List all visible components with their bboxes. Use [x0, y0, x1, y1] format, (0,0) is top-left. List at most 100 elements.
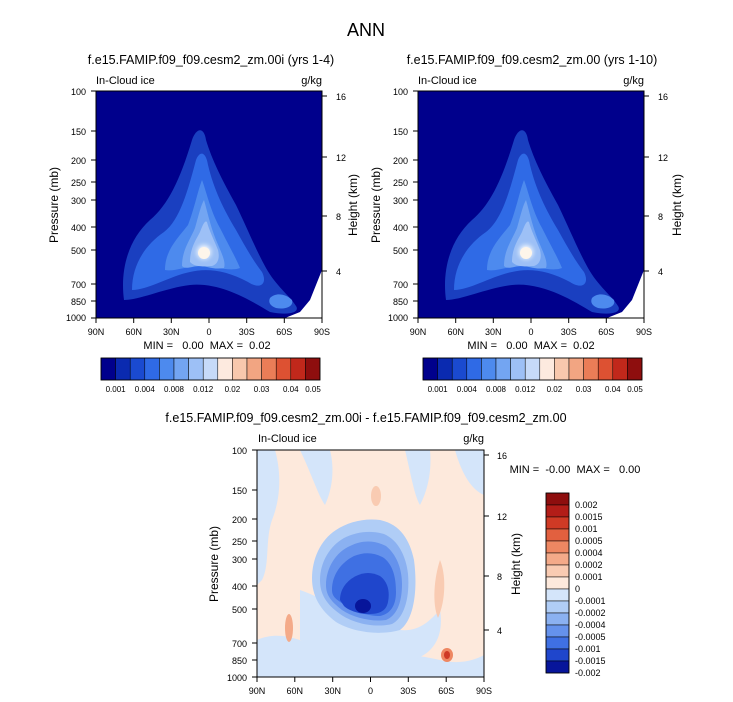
pressure-tick: 100: [71, 87, 86, 97]
panel-right-ylabel: Pressure (mb): [369, 167, 383, 243]
colorbar-label: 0.02: [225, 385, 241, 394]
colorbar-swatch: [545, 588, 570, 602]
colorbar-swatch: [539, 357, 555, 381]
height-tick: 4: [658, 267, 663, 277]
pressure-tick: 400: [232, 582, 247, 592]
lat-tick: 60N: [287, 686, 304, 696]
colorbar-label: 0.03: [576, 385, 592, 394]
colorbar-left-swatches: [100, 357, 321, 381]
panel-diff: f.e15.FAMIP.f09_f09.cesm2_zm.00i - f.e15…: [165, 411, 640, 696]
lat-tick: 30N: [324, 686, 341, 696]
colorbar-swatch: [554, 357, 570, 381]
colorbar-label: 0: [575, 584, 580, 594]
panel-diff-ylabel: Pressure (mb): [207, 526, 221, 602]
pressure-tick: 700: [71, 280, 86, 290]
colorbar-swatch: [451, 357, 468, 381]
colorbar-label: 0.04: [283, 385, 299, 394]
colorbar-swatch: [510, 357, 526, 381]
pressure-tick: 150: [393, 127, 408, 137]
colorbar-diff: 0.002 0.0015 0.001 0.0005 0.0004 0.0002 0.0001…: [545, 492, 606, 678]
lat-tick: 0: [528, 327, 533, 337]
colorbar-label: -0.0005: [575, 632, 606, 642]
pressure-tick: 100: [393, 87, 408, 97]
colorbar-label: -0.0001: [575, 596, 606, 606]
pressure-tick: 200: [232, 515, 247, 525]
lat-tick: 90S: [314, 327, 330, 337]
panel-right-lat-ticks: 90N 60N 30N 0 30S 60S 90S: [410, 327, 652, 337]
colorbar-label: -0.0002: [575, 608, 606, 618]
panel-diff-stats: MIN = -0.00 MAX = 0.00: [510, 464, 641, 476]
colorbar-swatch: [545, 504, 570, 518]
pressure-tick: 300: [393, 196, 408, 206]
panel-right-y2label: Height (km): [670, 174, 684, 236]
height-tick: 8: [658, 212, 663, 222]
colorbar-swatch: [597, 357, 614, 381]
panel-diff-units: g/kg: [463, 433, 484, 445]
colorbar-swatch: [545, 648, 570, 662]
colorbar-swatch: [545, 576, 570, 590]
colorbar-swatch: [188, 357, 204, 381]
colorbar-swatch: [545, 600, 570, 614]
colorbar-diff-swatches: [545, 492, 570, 674]
lat-tick: 60S: [438, 686, 454, 696]
colorbar-right-swatches: [422, 357, 643, 381]
pressure-tick: 200: [71, 156, 86, 166]
colorbar-left: 0.001 0.004 0.008 0.012 0.02 0.03 0.04 0…: [100, 357, 321, 394]
panel-left-height-ticks: 16 12 8 4: [336, 92, 346, 277]
colorbar-swatch: [545, 492, 570, 506]
pressure-tick: 850: [232, 656, 247, 666]
height-tick: 8: [497, 572, 502, 582]
lat-tick: 0: [206, 327, 211, 337]
colorbar-label: -0.0004: [575, 620, 606, 630]
panel-left-y2label: Height (km): [346, 174, 360, 236]
colorbar-right: 0.001 0.004 0.008 0.012 0.02 0.03 0.04 0…: [422, 357, 643, 394]
colorbar-swatch: [545, 540, 570, 554]
pressure-tick: 400: [393, 223, 408, 233]
colorbar-swatch: [173, 357, 189, 381]
colorbar-label: 0.02: [547, 385, 563, 394]
colorbar-swatch: [144, 357, 160, 381]
colorbar-label: 0.05: [305, 385, 321, 394]
lat-tick: 60N: [125, 327, 142, 337]
colorbar-swatch: [545, 516, 570, 530]
pressure-tick: 300: [71, 196, 86, 206]
panel-right-plot: [418, 91, 644, 318]
panel-diff-height-ticks: 16 12 8 4: [497, 451, 507, 636]
colorbar-label: -0.002: [575, 668, 601, 678]
colorbar-label: 0.03: [254, 385, 270, 394]
colorbar-label: 0.0002: [575, 560, 603, 570]
pressure-tick: 250: [232, 537, 247, 547]
panel-diff-var-label: In-Cloud ice: [258, 433, 317, 445]
colorbar-label: 0.008: [486, 385, 507, 394]
pressure-tick: 1000: [227, 673, 247, 683]
colorbar-swatch: [290, 357, 306, 381]
colorbar-label: 0.004: [135, 385, 156, 394]
colorbar-swatch: [545, 552, 570, 566]
height-tick: 4: [336, 267, 341, 277]
colorbar-label: -0.001: [575, 644, 601, 654]
lat-tick: 90N: [410, 327, 427, 337]
colorbar-swatch: [545, 612, 570, 626]
colorbar-swatch: [437, 357, 453, 381]
colorbar-swatch: [545, 660, 570, 674]
panel-left-lat-ticks: 90N 60N 30N 0 30S 60S 90S: [88, 327, 330, 337]
colorbar-swatch: [217, 357, 233, 381]
lat-tick: 90N: [88, 327, 105, 337]
panel-left-title: f.e15.FAMIP.f09_f09.cesm2_zm.00i (yrs 1-…: [88, 53, 334, 67]
pressure-tick: 250: [393, 178, 408, 188]
lat-tick: 60S: [598, 327, 614, 337]
panel-left-var-label: In-Cloud ice: [96, 75, 155, 87]
colorbar-swatch: [232, 357, 248, 381]
colorbar-swatch: [246, 357, 262, 381]
panel-left-pressure-ticks: 100 150 200 250 300 400 500 700 850 1000: [66, 87, 86, 323]
lat-tick: 60S: [276, 327, 292, 337]
pressure-tick: 150: [232, 486, 247, 496]
colorbar-swatch: [100, 357, 116, 381]
colorbar-swatch: [305, 357, 321, 381]
colorbar-label: 0.0005: [575, 536, 603, 546]
panel-diff-pressure-ticks: 100 150 200 250 300 400 500 700 850 1000: [227, 446, 247, 683]
panel-left-plot: [96, 91, 322, 318]
colorbar-swatch: [583, 357, 599, 381]
height-tick: 12: [497, 512, 507, 522]
panel-left: f.e15.FAMIP.f09_f09.cesm2_zm.00i (yrs 1-…: [47, 53, 360, 394]
